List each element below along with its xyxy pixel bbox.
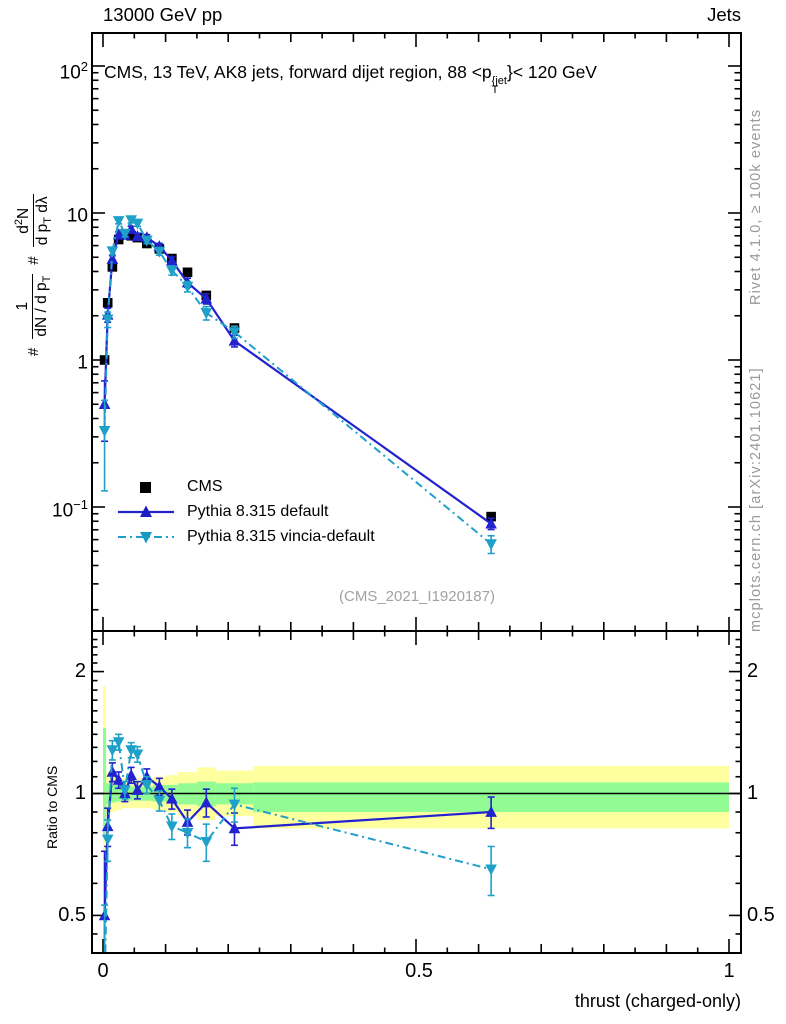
pythia-vincia-marker-icon	[118, 531, 174, 543]
main-series-2	[98, 215, 497, 555]
ratio-tick-right-2: 2	[747, 660, 759, 682]
legend-item-cms: CMS	[118, 474, 375, 499]
ratio-tick-right-1: 1	[747, 782, 759, 804]
rivet-version-caption: Rivet 4.1.0, ≥ 100k events	[748, 108, 764, 305]
xtick-0: 0	[97, 960, 109, 982]
y-axis-label-hash2: #	[25, 256, 43, 265]
plot-title-tail: }< 120 GeV	[506, 62, 597, 82]
xtick-0p5: 0.5	[405, 960, 433, 982]
axis-ticks	[92, 33, 741, 953]
x-axis-label: thrust (charged-only)	[574, 991, 741, 1011]
plot-title: CMS, 13 TeV, AK8 jets, forward dijet reg…	[104, 62, 749, 96]
beam-energy-label: 13000 GeV pp	[103, 4, 223, 25]
analysis-group-label: Jets	[707, 4, 741, 25]
legend-item-pythia-vincia: Pythia 8.315 vincia-default	[118, 524, 375, 549]
ytick-100: 102	[59, 59, 88, 84]
uncertainty-bands	[103, 686, 730, 942]
ytick-0p1: 10−1	[52, 497, 88, 522]
mcplots-arxiv-caption: mcplots.cern.ch [arXiv:2401.10621]	[748, 367, 764, 632]
analysis-id-watermark: (CMS_2021_I1920187)	[339, 588, 495, 605]
cms-marker-icon	[140, 481, 151, 493]
ratio-series-2	[101, 733, 497, 952]
legend-label-pythia-default: Pythia 8.315 default	[187, 502, 329, 520]
plot-title-sup: {jet	[491, 75, 507, 87]
ytick-1: 1	[77, 352, 88, 374]
xtick-1: 1	[723, 960, 735, 982]
legend: CMS Pythia 8.315 default Pythia 8.315 vi…	[118, 474, 375, 549]
legend-item-pythia-default: Pythia 8.315 default	[118, 499, 375, 524]
plot-title-text: CMS, 13 TeV, AK8 jets, forward dijet reg…	[104, 62, 492, 82]
ratio-tick-right-0p5: 0.5	[747, 904, 775, 926]
ratio-tick-left-0p5: 0.5	[58, 904, 86, 926]
pythia-default-marker-icon	[118, 505, 174, 517]
ratio-tick-left-2: 2	[74, 660, 86, 682]
green-band-bin	[103, 728, 107, 838]
legend-label-cms: CMS	[187, 477, 223, 495]
legend-label-pythia-vincia: Pythia 8.315 vincia-default	[187, 527, 375, 545]
ytick-10: 10	[66, 205, 88, 227]
ratio-tick-left-1: 1	[74, 782, 86, 804]
plot-title-sub: T	[491, 84, 499, 97]
y-axis-label-frac1: 1 dN / d pT	[14, 273, 54, 339]
ratio-y-axis-label: Ratio to CMS	[44, 765, 60, 849]
plot-title-supsub: {jet T	[491, 75, 507, 97]
